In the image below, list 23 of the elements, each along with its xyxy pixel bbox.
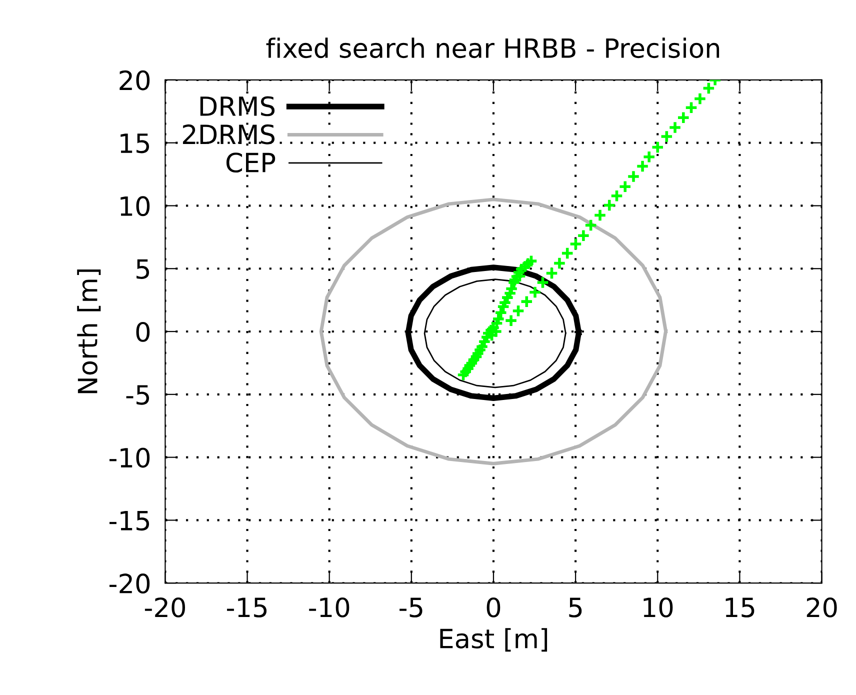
legend-label: CEP <box>226 152 276 173</box>
y-tick-label: 20 <box>120 70 150 90</box>
y-axis-title: North [m] <box>77 270 101 394</box>
x-tick-label: -15 <box>227 598 267 618</box>
y-tick-label: -15 <box>110 510 150 531</box>
legend-label: 2DRMS <box>182 124 275 144</box>
x-tick-label: 0 <box>486 597 500 618</box>
y-tick-label: 15 <box>120 134 150 154</box>
y-tick-label: -20 <box>110 574 150 594</box>
x-tick-label: 10 <box>644 597 673 618</box>
x-tick-label: -10 <box>309 597 350 618</box>
x-axis-title: East [m] <box>440 628 548 652</box>
x-tick-label: -5 <box>400 598 422 618</box>
x-tick-label: 5 <box>569 598 582 618</box>
x-tick-label: 15 <box>726 598 754 618</box>
legend-label: DRMS <box>200 96 275 116</box>
y-tick-label: 10 <box>120 196 150 216</box>
y-tick-label: -10 <box>110 448 150 468</box>
y-tick-label: 0 <box>136 322 150 342</box>
y-tick-label: 5 <box>136 259 150 280</box>
y-tick-label: -5 <box>126 385 150 405</box>
chart-title: fixed search near HRBB - Precision <box>266 38 720 58</box>
x-tick-label: 20 <box>806 597 837 618</box>
